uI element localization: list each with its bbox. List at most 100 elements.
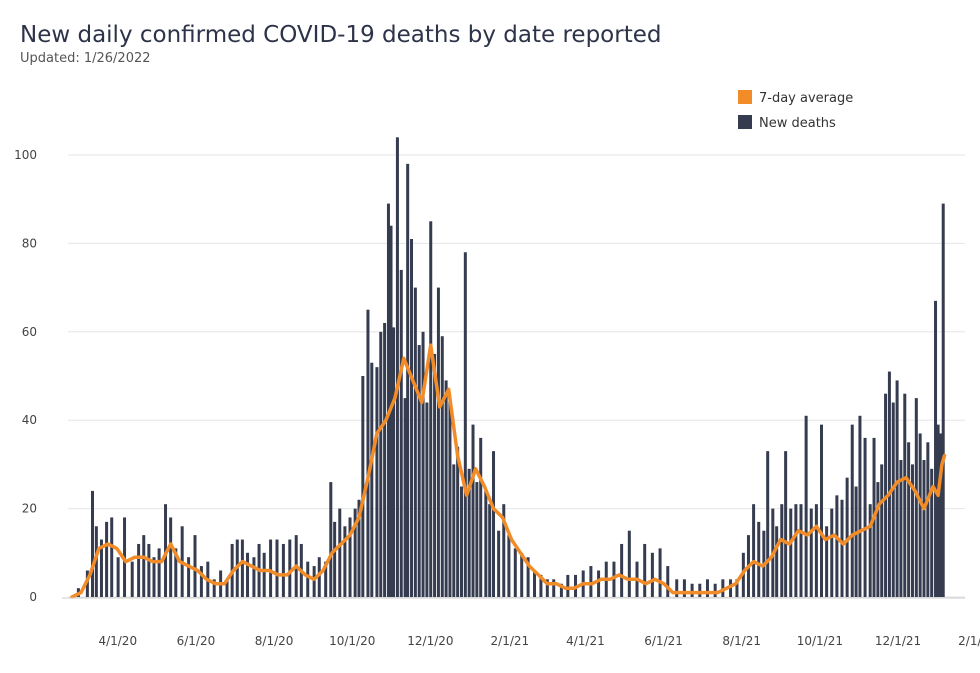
bar bbox=[406, 163, 410, 597]
bar bbox=[152, 557, 156, 597]
chart-subtitle: Updated: 1/26/2022 bbox=[20, 51, 151, 66]
x-tick-label: 12/1/21 bbox=[875, 634, 921, 648]
bar bbox=[463, 252, 467, 598]
bar bbox=[589, 566, 593, 597]
y-tick-label: 40 bbox=[22, 413, 37, 427]
bar bbox=[876, 482, 880, 597]
bar bbox=[643, 543, 647, 597]
bar bbox=[312, 566, 316, 597]
x-tick-label: 6/1/21 bbox=[644, 634, 683, 648]
bar bbox=[448, 398, 452, 597]
bar bbox=[845, 477, 849, 597]
bar bbox=[174, 548, 178, 597]
bar bbox=[809, 508, 813, 597]
bar bbox=[386, 203, 390, 597]
bar bbox=[90, 490, 94, 597]
bar bbox=[379, 331, 383, 597]
bar bbox=[840, 499, 844, 597]
bar bbox=[820, 424, 824, 597]
bar bbox=[281, 543, 285, 597]
bar bbox=[383, 322, 387, 597]
bar bbox=[343, 526, 347, 597]
bar bbox=[804, 415, 808, 597]
x-tick-label: 2/1/22 bbox=[958, 634, 980, 648]
y-tick-label: 60 bbox=[22, 325, 37, 339]
bar bbox=[552, 579, 556, 597]
bar bbox=[475, 482, 479, 597]
bar bbox=[395, 137, 399, 597]
bar bbox=[559, 583, 563, 597]
bar bbox=[471, 424, 475, 597]
bar bbox=[780, 504, 784, 597]
bar bbox=[880, 464, 884, 597]
bar bbox=[497, 530, 501, 597]
bar bbox=[835, 495, 839, 597]
bar bbox=[914, 398, 918, 597]
bar bbox=[891, 402, 895, 597]
average-line-group bbox=[70, 343, 947, 599]
legend: 7-day average New deaths bbox=[738, 90, 853, 131]
bar bbox=[433, 353, 437, 597]
legend-label-deaths: New deaths bbox=[759, 116, 836, 131]
bar bbox=[918, 433, 922, 597]
bar bbox=[545, 579, 549, 597]
bar bbox=[324, 561, 328, 597]
bar bbox=[444, 380, 448, 597]
x-tick-label: 2/1/21 bbox=[491, 634, 530, 648]
bar bbox=[137, 543, 141, 597]
bar bbox=[627, 530, 631, 597]
bar bbox=[850, 424, 854, 597]
bar bbox=[99, 539, 103, 597]
bar bbox=[492, 451, 496, 597]
deaths-bars bbox=[76, 137, 945, 598]
bar bbox=[142, 535, 146, 597]
bar bbox=[690, 583, 694, 597]
bar bbox=[939, 433, 943, 597]
bar bbox=[429, 221, 433, 598]
bar bbox=[375, 367, 379, 597]
x-tick-label: 8/1/20 bbox=[255, 634, 294, 648]
bar bbox=[488, 504, 492, 597]
bar bbox=[566, 574, 570, 597]
bar bbox=[930, 468, 934, 597]
bar bbox=[907, 442, 911, 597]
bar bbox=[199, 566, 203, 597]
bar bbox=[187, 557, 191, 597]
bar bbox=[926, 442, 930, 597]
bar bbox=[507, 535, 511, 597]
bar bbox=[240, 539, 244, 597]
bar bbox=[459, 486, 463, 597]
bar bbox=[863, 437, 867, 597]
bar bbox=[854, 486, 858, 597]
legend-swatch-deaths bbox=[738, 115, 752, 129]
bar bbox=[922, 459, 926, 597]
bar bbox=[338, 508, 342, 597]
bar bbox=[502, 504, 506, 597]
x-tick-label: 10/1/20 bbox=[329, 634, 375, 648]
x-tick-label: 4/1/21 bbox=[566, 634, 605, 648]
bar bbox=[262, 552, 266, 597]
bar bbox=[417, 345, 421, 597]
bar bbox=[698, 583, 702, 597]
bar bbox=[513, 548, 517, 597]
bar bbox=[456, 446, 460, 597]
bar bbox=[275, 539, 279, 597]
bar bbox=[366, 309, 370, 597]
bar bbox=[317, 557, 321, 597]
bar bbox=[410, 238, 414, 598]
bar bbox=[252, 557, 256, 597]
bar bbox=[193, 535, 197, 597]
bar bbox=[650, 552, 654, 597]
bar bbox=[169, 517, 173, 597]
bar bbox=[666, 566, 670, 597]
bar bbox=[858, 415, 862, 597]
bar bbox=[752, 504, 756, 597]
legend-label-average: 7-day average bbox=[759, 91, 853, 106]
average-line bbox=[70, 343, 947, 599]
bar bbox=[903, 393, 907, 597]
bar bbox=[392, 327, 396, 597]
bar bbox=[370, 362, 374, 597]
bar bbox=[620, 543, 624, 597]
bar bbox=[269, 539, 273, 597]
bar bbox=[403, 398, 407, 597]
